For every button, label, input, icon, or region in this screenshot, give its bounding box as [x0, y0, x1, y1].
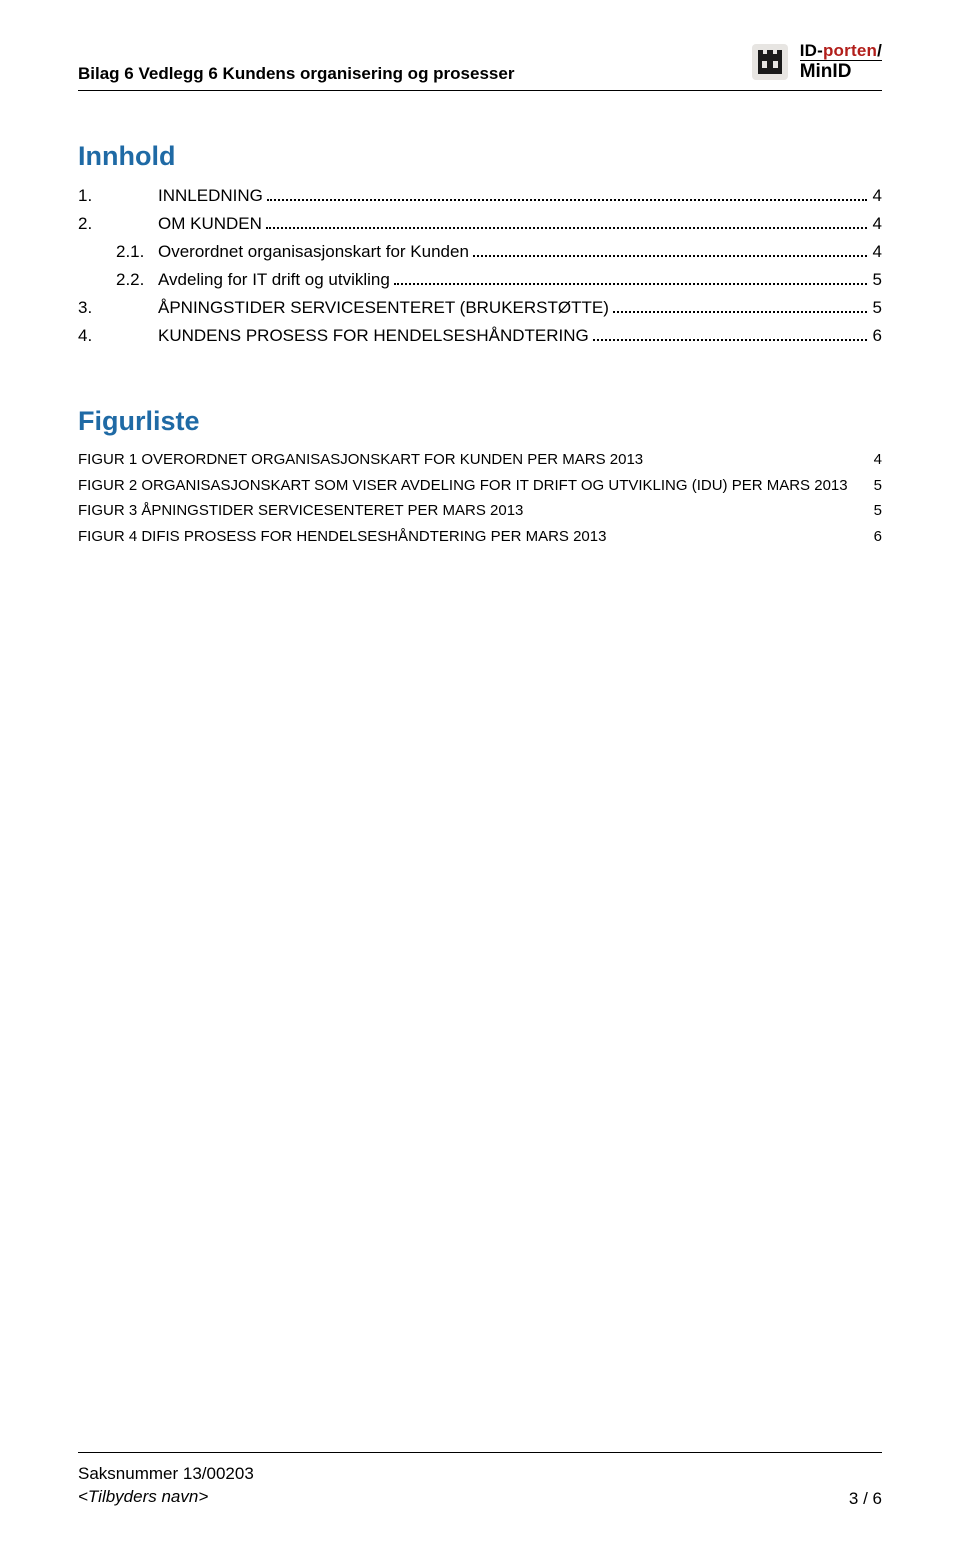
toc-page: 4 [871, 182, 882, 210]
toc-leader [267, 187, 867, 201]
toc-label: ÅPNINGSTIDER SERVICESENTERET (BRUKERSTØT… [158, 294, 609, 322]
toc-label: Avdeling for IT drift og utvikling [158, 266, 390, 294]
toc-leader [593, 328, 867, 342]
figurliste-label: FIGUR 4 DIFIS PROSESS FOR HENDELSESHÅNDT… [78, 524, 606, 550]
case-number: Saksnummer 13/00203 [78, 1463, 254, 1486]
toc-label: INNLEDNING [158, 182, 263, 210]
toc-item[interactable]: 2. OM KUNDEN 4 [78, 210, 882, 238]
figurliste-item[interactable]: FIGUR 1 OVERORDNET ORGANISASJONSKART FOR… [78, 447, 882, 473]
toc-page: 5 [871, 266, 882, 294]
toc-number: 1. [78, 182, 158, 210]
page-header: Bilag 6 Vedlegg 6 Kundens organisering o… [78, 40, 882, 90]
toc-page: 4 [871, 210, 882, 238]
logo: ID-porten/ MinID [748, 40, 882, 84]
toc-item[interactable]: 4. KUNDENS PROSESS FOR HENDELSESHÅNDTERI… [78, 322, 882, 350]
innhold-heading: Innhold [78, 141, 882, 172]
page: Bilag 6 Vedlegg 6 Kundens organisering o… [0, 0, 960, 1553]
toc-item[interactable]: 2.2. Avdeling for IT drift og utvikling … [78, 266, 882, 294]
figurliste-page: 6 [866, 524, 882, 550]
figurliste-label: FIGUR 1 OVERORDNET ORGANISASJONSKART FOR… [78, 447, 643, 473]
toc-label: Overordnet organisasjonskart for Kunden [158, 238, 469, 266]
toc-number: 4. [78, 322, 158, 350]
content: Innhold 1. INNLEDNING 4 2. OM KUNDEN 4 2… [78, 91, 882, 549]
page-footer: Saksnummer 13/00203 <Tilbyders navn> 3 /… [78, 1452, 882, 1509]
logo-text-porten: porten [823, 41, 877, 60]
toc-item[interactable]: 1. INNLEDNING 4 [78, 182, 882, 210]
figurliste-list: FIGUR 1 OVERORDNET ORGANISASJONSKART FOR… [78, 447, 882, 549]
toc-number: 2.2. [78, 266, 158, 294]
footer-rule [78, 1452, 882, 1453]
toc-item[interactable]: 2.1. Overordnet organisasjonskart for Ku… [78, 238, 882, 266]
toc-list: 1. INNLEDNING 4 2. OM KUNDEN 4 2.1. Over… [78, 182, 882, 350]
toc-number: 2. [78, 210, 158, 238]
header-title: Bilag 6 Vedlegg 6 Kundens organisering o… [78, 64, 514, 84]
logo-text-slash: / [877, 41, 882, 60]
figurliste-item[interactable]: FIGUR 2 ORGANISASJONSKART SOM VISER AVDE… [78, 473, 882, 499]
figurliste-page: 5 [866, 473, 882, 499]
toc-page: 5 [871, 294, 882, 322]
figurliste-page: 5 [866, 498, 882, 524]
footer-left: Saksnummer 13/00203 <Tilbyders navn> [78, 1463, 254, 1509]
figurliste-item[interactable]: FIGUR 3 ÅPNINGSTIDER SERVICESENTERET PER… [78, 498, 882, 524]
logo-text-minid: MinID [800, 60, 882, 82]
figurliste-label: FIGUR 2 ORGANISASJONSKART SOM VISER AVDE… [78, 473, 848, 499]
logo-text: ID-porten/ MinID [800, 42, 882, 82]
figurliste-item[interactable]: FIGUR 4 DIFIS PROSESS FOR HENDELSESHÅNDT… [78, 524, 882, 550]
footer-row: Saksnummer 13/00203 <Tilbyders navn> 3 /… [78, 1463, 882, 1509]
figurliste-page: 4 [866, 447, 882, 473]
toc-label: OM KUNDEN [158, 210, 262, 238]
logo-text-id: ID- [800, 41, 823, 60]
toc-page: 4 [871, 238, 882, 266]
toc-leader [473, 244, 867, 258]
castle-icon [748, 40, 792, 84]
toc-item[interactable]: 3. ÅPNINGSTIDER SERVICESENTERET (BRUKERS… [78, 294, 882, 322]
toc-number: 2.1. [78, 238, 158, 266]
toc-leader [266, 215, 867, 229]
toc-leader [613, 300, 867, 314]
figurliste-section: Figurliste FIGUR 1 OVERORDNET ORGANISASJ… [78, 406, 882, 549]
toc-page: 6 [871, 322, 882, 350]
figurliste-heading: Figurliste [78, 406, 882, 437]
toc-leader [394, 272, 867, 286]
page-indicator: 3 / 6 [849, 1489, 882, 1509]
toc-label: KUNDENS PROSESS FOR HENDELSESHÅNDTERING [158, 322, 589, 350]
provider-name: <Tilbyders navn> [78, 1486, 254, 1509]
figurliste-label: FIGUR 3 ÅPNINGSTIDER SERVICESENTERET PER… [78, 498, 523, 524]
toc-number: 3. [78, 294, 158, 322]
